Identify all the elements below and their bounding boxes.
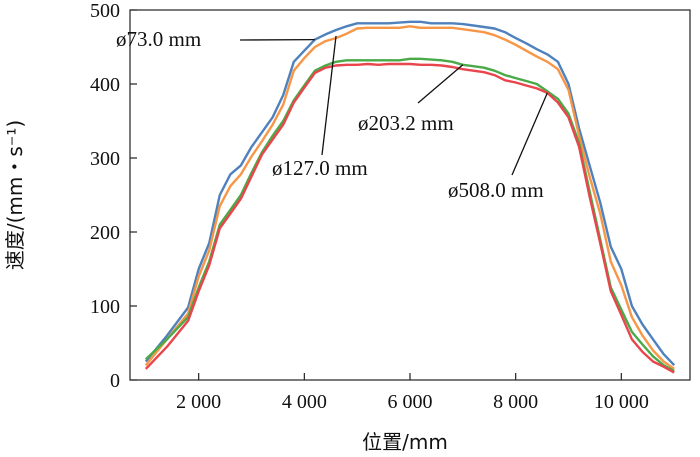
x-axis-label: 位置/mm	[362, 430, 448, 454]
series-line-1	[144, 25, 675, 370]
plot-frame	[129, 9, 691, 381]
y-tick-label: 500	[90, 0, 120, 22]
annotation-leader	[511, 92, 548, 176]
y-tick-label: 400	[90, 74, 120, 96]
series-line-3	[144, 62, 675, 374]
annotation-label: ø508.0 mm	[448, 178, 544, 202]
x-tick-label: 6 000	[388, 391, 433, 413]
x-tick-label: 2 000	[176, 391, 221, 413]
y-tick-label: 0	[110, 370, 120, 392]
y-tick-label: 200	[90, 222, 120, 244]
x-tick-label: 10 000	[594, 391, 649, 413]
annotation-leader	[321, 35, 337, 156]
y-tick-label: 300	[90, 148, 120, 170]
x-tick-label: 4 000	[282, 391, 327, 413]
annotation-label: ø203.2 mm	[358, 111, 454, 135]
annotation-leader	[417, 64, 464, 104]
annotations: ø73.0 mm ø127.0 mm ø203.2 mm ø508.0 mm	[116, 27, 548, 202]
y-axis-label: 速度/(mm・s⁻¹)	[3, 120, 27, 270]
annotation-label: ø73.0 mm	[116, 27, 201, 51]
axes	[129, 9, 691, 381]
annotation-label: ø127.0 mm	[272, 156, 368, 180]
ticks: 2 000 4 000 6 000 8 000 10 000 0 100 200 300 400 5…	[90, 0, 649, 413]
x-tick-label: 8 000	[493, 391, 538, 413]
series-group	[144, 20, 676, 374]
y-tick-label: 100	[90, 296, 120, 318]
series-line-0	[144, 20, 676, 367]
